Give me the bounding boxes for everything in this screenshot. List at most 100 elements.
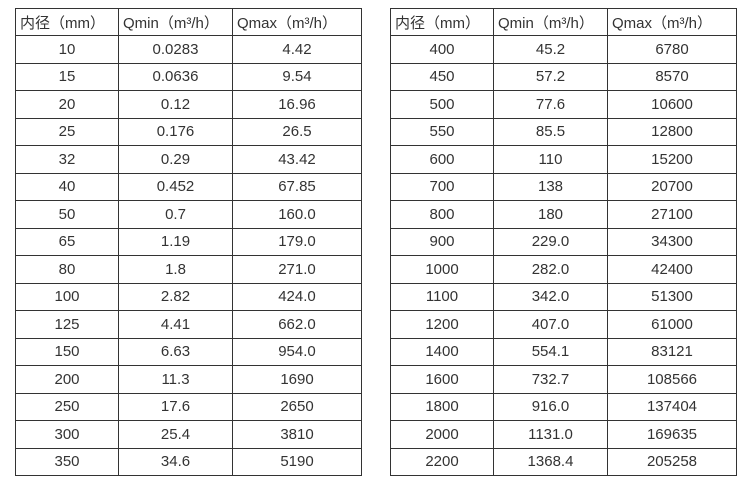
table-row: 25 0.176 26.5 — [15, 117, 362, 146]
diameter-cell: 1800 — [390, 392, 494, 421]
qmax-cell: 424.0 — [232, 282, 362, 311]
table-row: 900 229.0 34300 — [390, 227, 737, 256]
table-row: 150 6.63 954.0 — [15, 337, 362, 366]
diameter-cell: 1000 — [390, 255, 494, 284]
diameter-cell: 65 — [15, 227, 119, 256]
qmin-header: Qmin（m³/h） — [493, 8, 608, 36]
flow-table-left: 内径（mm） Qmin（m³/h） Qmax（m³/h） 10 0.0283 4.4… — [15, 8, 362, 476]
diameter-cell: 20 — [15, 90, 119, 119]
qmin-cell: 916.0 — [493, 392, 608, 421]
diameter-cell: 600 — [390, 145, 494, 174]
table-row: 350 34.6 5190 — [15, 447, 362, 476]
qmin-cell: 1.19 — [118, 227, 233, 256]
diameter-cell: 200 — [15, 365, 119, 394]
qmin-cell: 0.0283 — [118, 35, 233, 64]
qmax-cell: 2650 — [232, 392, 362, 421]
qmin-cell: 45.2 — [493, 35, 608, 64]
table-row: 40 0.452 67.85 — [15, 172, 362, 201]
qmax-cell: 10600 — [607, 90, 737, 119]
qmax-cell: 15200 — [607, 145, 737, 174]
qmax-cell: 8570 — [607, 62, 737, 91]
flow-table-right: 内径（mm） Qmin（m³/h） Qmax（m³/h） 400 45.2 6780… — [390, 8, 737, 476]
qmin-cell: 180 — [493, 200, 608, 229]
diameter-cell: 1100 — [390, 282, 494, 311]
qmax-cell: 20700 — [607, 172, 737, 201]
table-row: 80 1.8 271.0 — [15, 255, 362, 284]
qmax-cell: 169635 — [607, 420, 737, 449]
qmin-cell: 4.41 — [118, 310, 233, 339]
table-row: 1600 732.7 108566 — [390, 365, 737, 394]
qmax-cell: 51300 — [607, 282, 737, 311]
diameter-header: 内径（mm） — [15, 8, 119, 36]
qmax-cell: 662.0 — [232, 310, 362, 339]
diameter-cell: 40 — [15, 172, 119, 201]
diameter-cell: 550 — [390, 117, 494, 146]
qmax-cell: 26.5 — [232, 117, 362, 146]
qmin-cell: 0.12 — [118, 90, 233, 119]
diameter-cell: 700 — [390, 172, 494, 201]
table-row: 65 1.19 179.0 — [15, 227, 362, 256]
table-row: 15 0.0636 9.54 — [15, 62, 362, 91]
qmin-cell: 11.3 — [118, 365, 233, 394]
diameter-cell: 250 — [15, 392, 119, 421]
diameter-cell: 50 — [15, 200, 119, 229]
qmax-cell: 83121 — [607, 337, 737, 366]
qmax-cell: 34300 — [607, 227, 737, 256]
qmax-cell: 954.0 — [232, 337, 362, 366]
qmax-cell: 43.42 — [232, 145, 362, 174]
qmin-cell: 0.452 — [118, 172, 233, 201]
qmax-cell: 6780 — [607, 35, 737, 64]
table-row: 100 2.82 424.0 — [15, 282, 362, 311]
diameter-cell: 300 — [15, 420, 119, 449]
qmin-cell: 0.176 — [118, 117, 233, 146]
qmax-cell: 271.0 — [232, 255, 362, 284]
diameter-cell: 2200 — [390, 447, 494, 476]
qmax-cell: 108566 — [607, 365, 737, 394]
table-row: 1400 554.1 83121 — [390, 337, 737, 366]
table-row: 600 110 15200 — [390, 145, 737, 174]
diameter-cell: 900 — [390, 227, 494, 256]
table-body-left: 10 0.0283 4.42 15 0.0636 9.54 20 0.12 16.96 25 0.1… — [15, 35, 362, 476]
table-row: 32 0.29 43.42 — [15, 145, 362, 174]
table-row: 800 180 27100 — [390, 200, 737, 229]
qmin-header: Qmin（m³/h） — [118, 8, 233, 36]
diameter-cell: 800 — [390, 200, 494, 229]
diameter-cell: 125 — [15, 310, 119, 339]
qmax-cell: 137404 — [607, 392, 737, 421]
qmax-cell: 12800 — [607, 117, 737, 146]
table-row: 200 11.3 1690 — [15, 365, 362, 394]
diameter-cell: 80 — [15, 255, 119, 284]
qmin-cell: 732.7 — [493, 365, 608, 394]
table-row: 550 85.5 12800 — [390, 117, 737, 146]
table-row: 125 4.41 662.0 — [15, 310, 362, 339]
table-row: 450 57.2 8570 — [390, 62, 737, 91]
diameter-cell: 150 — [15, 337, 119, 366]
diameter-cell: 400 — [390, 35, 494, 64]
qmin-cell: 138 — [493, 172, 608, 201]
diameter-cell: 100 — [15, 282, 119, 311]
qmin-cell: 57.2 — [493, 62, 608, 91]
diameter-cell: 32 — [15, 145, 119, 174]
qmin-cell: 407.0 — [493, 310, 608, 339]
qmax-cell: 9.54 — [232, 62, 362, 91]
qmax-cell: 42400 — [607, 255, 737, 284]
qmax-cell: 205258 — [607, 447, 737, 476]
qmax-cell: 3810 — [232, 420, 362, 449]
table-row: 500 77.6 10600 — [390, 90, 737, 119]
table-header-row: 内径（mm） Qmin（m³/h） Qmax（m³/h） — [15, 8, 362, 36]
qmax-cell: 1690 — [232, 365, 362, 394]
table-row: 700 138 20700 — [390, 172, 737, 201]
qmin-cell: 110 — [493, 145, 608, 174]
qmin-cell: 0.7 — [118, 200, 233, 229]
diameter-cell: 1400 — [390, 337, 494, 366]
qmin-cell: 229.0 — [493, 227, 608, 256]
qmax-cell: 61000 — [607, 310, 737, 339]
qmax-cell: 179.0 — [232, 227, 362, 256]
table-row: 2200 1368.4 205258 — [390, 447, 737, 476]
qmin-cell: 85.5 — [493, 117, 608, 146]
qmin-cell: 34.6 — [118, 447, 233, 476]
qmin-cell: 554.1 — [493, 337, 608, 366]
qmin-cell: 2.82 — [118, 282, 233, 311]
table-row: 50 0.7 160.0 — [15, 200, 362, 229]
